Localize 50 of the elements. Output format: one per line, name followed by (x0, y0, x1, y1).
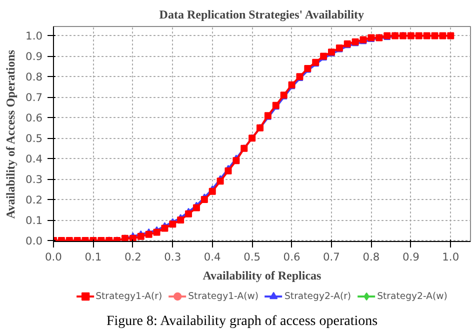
point (192, 204, 200, 212)
point (224, 167, 232, 174)
y-tick-label: 0.8 (26, 70, 43, 84)
legend-label: Strategy2-A(r) (284, 290, 352, 302)
x-axis-title: Availability of Replicas (202, 268, 322, 282)
point (216, 178, 224, 185)
x-tick-label: 0.3 (164, 250, 182, 264)
x-tick-label: 0.4 (204, 250, 222, 264)
caption: Figure 8: Availability graph of access operations (106, 313, 378, 331)
x-tick-label: 0.8 (362, 250, 380, 264)
y-tick-label: 0.9 (26, 50, 43, 64)
point (161, 224, 168, 232)
y-tick-label: 0.3 (26, 173, 43, 186)
legend-label: Strategy2-A(w) (377, 290, 448, 302)
point (208, 188, 216, 195)
legend-label: Strategy1-A(w) (188, 290, 258, 302)
point (407, 32, 414, 40)
y-tick-label: 0.1 (26, 214, 43, 227)
y-tick-label: 0.6 (26, 112, 43, 125)
point (169, 220, 176, 228)
x-tick-label: 0.5 (244, 250, 261, 264)
y-tick-label: 1.0 (26, 30, 43, 43)
point (145, 230, 152, 238)
y-tick-label: 0.2 (26, 194, 43, 207)
point (129, 234, 136, 242)
x-tick-label: 0.7 (323, 250, 340, 264)
y-tick-label: 0.0 (26, 234, 43, 248)
point (439, 32, 446, 40)
point (137, 232, 144, 240)
point (153, 228, 160, 236)
point (185, 210, 192, 218)
y-tick-label: 0.7 (26, 91, 43, 104)
point (447, 32, 454, 40)
x-tick-label: 0.6 (283, 250, 300, 264)
x-tick-label: 0.9 (402, 250, 420, 264)
y-tick-label: 0.4 (26, 152, 43, 166)
point (423, 32, 430, 40)
chart-title: Data Replication Strategies' Availability (159, 8, 364, 22)
point (177, 216, 184, 224)
point (415, 32, 422, 40)
y-axis-title: Availability of Access Operations (4, 50, 18, 219)
x-tick-label: 0.2 (124, 250, 142, 264)
x-tick-label: 0.0 (45, 250, 62, 264)
point (232, 157, 240, 164)
y-tick-label: 0.5 (26, 132, 43, 146)
legend-label: Strategy1-A(r) (96, 290, 162, 302)
point (200, 196, 208, 204)
x-tick-label: 0.1 (84, 250, 102, 264)
x-tick-label: 1.0 (442, 250, 460, 264)
point (431, 32, 438, 40)
